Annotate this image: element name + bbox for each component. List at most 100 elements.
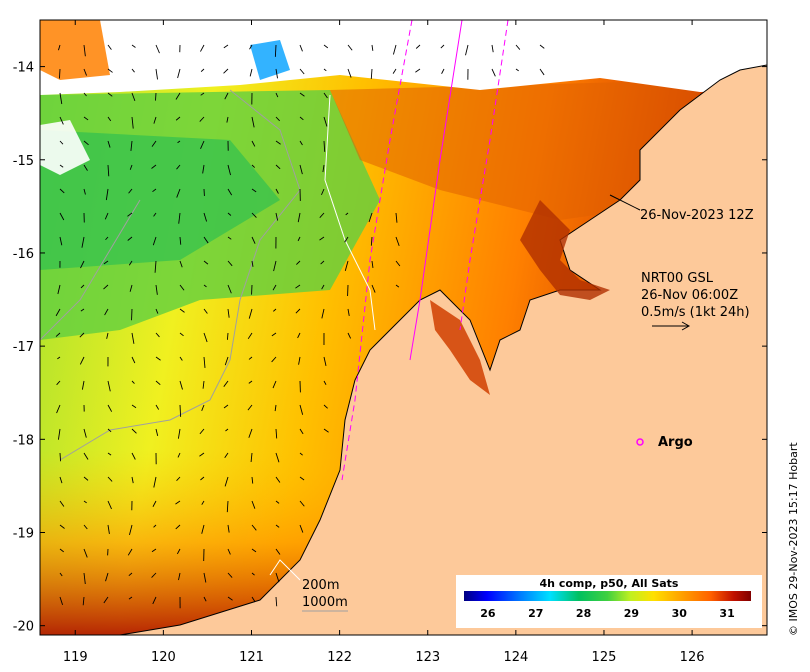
current-vector <box>131 44 136 48</box>
current-vector <box>249 68 253 77</box>
current-vector <box>347 332 352 339</box>
current-vector <box>227 260 233 267</box>
current-vector <box>176 188 181 198</box>
current-vector <box>151 548 157 553</box>
current-vector <box>127 236 133 241</box>
current-vector <box>225 428 229 432</box>
current-vector <box>323 68 327 72</box>
current-vector <box>59 572 63 577</box>
current-vector <box>175 524 181 530</box>
current-vector <box>59 476 63 484</box>
current-vector <box>224 92 229 100</box>
current-vector <box>59 548 64 553</box>
current-vector <box>130 140 133 151</box>
current-vector <box>83 92 87 97</box>
current-vector <box>155 284 158 295</box>
current-vector <box>81 236 85 248</box>
current-vector <box>251 188 257 193</box>
current-vector <box>275 476 281 483</box>
current-vector <box>155 356 161 361</box>
current-vector <box>371 284 376 293</box>
cool-water-core <box>40 130 280 270</box>
current-vector <box>203 356 206 368</box>
lat-tick-label: -17 <box>13 340 34 355</box>
current-vector <box>128 188 133 194</box>
lat-tick-label: -19 <box>13 527 34 542</box>
current-vector <box>107 116 112 122</box>
current-vector <box>203 284 207 288</box>
current-vector <box>155 68 158 80</box>
current-vector <box>203 308 208 314</box>
current-vector <box>223 44 229 49</box>
current-vector <box>251 572 255 576</box>
current-vector <box>275 524 280 528</box>
current-vector <box>227 572 233 578</box>
current-vector <box>179 380 183 390</box>
current-vector <box>203 332 208 343</box>
current-vector <box>296 260 301 265</box>
current-vector <box>152 188 157 193</box>
current-vector <box>131 380 135 384</box>
current-vector <box>299 140 303 146</box>
current-vector <box>129 284 133 292</box>
current-vector <box>200 476 205 481</box>
credit-label: © IMOS 29-Nov-2023 15:17 Hobart <box>787 442 800 636</box>
current-vector <box>275 548 281 555</box>
current-vector <box>415 44 421 49</box>
current-vector <box>299 524 304 533</box>
current-vector <box>415 68 421 73</box>
current-vector <box>155 380 161 386</box>
current-vector <box>107 92 113 97</box>
current-vector <box>251 500 256 509</box>
current-vector <box>248 356 253 360</box>
current-vector <box>151 572 157 578</box>
argo-float-marker <box>636 438 644 446</box>
current-vector <box>153 476 157 488</box>
current-vector <box>202 380 205 389</box>
current-vector <box>83 476 89 481</box>
current-vector <box>59 68 61 79</box>
current-vector <box>179 284 185 291</box>
lat-tick-label: -14 <box>13 61 34 76</box>
current-vector <box>203 212 208 222</box>
current-vector <box>227 548 231 555</box>
current-vector <box>319 212 325 218</box>
colorbar-tick-label: 26 <box>480 607 496 620</box>
current-vector <box>59 140 64 145</box>
current-vector <box>275 500 280 504</box>
isobath-200m <box>324 94 376 331</box>
current-vector <box>539 44 545 49</box>
current-vector <box>227 308 230 318</box>
current-vector <box>155 92 157 101</box>
current-vector <box>224 476 229 487</box>
current-vector <box>227 212 232 216</box>
current-vector <box>344 260 349 271</box>
current-vector <box>299 404 304 415</box>
current-vector <box>297 212 301 223</box>
current-vector <box>440 44 445 49</box>
current-vector <box>83 548 88 558</box>
current-vector <box>299 68 305 75</box>
current-vector <box>320 260 325 265</box>
current-vector <box>201 404 205 412</box>
current-vector <box>321 308 325 319</box>
current-vector <box>104 212 109 220</box>
current-vector <box>155 44 160 54</box>
current-vector <box>251 140 256 147</box>
current-vector <box>321 188 325 196</box>
current-vector <box>323 380 327 385</box>
current-vector <box>179 332 184 337</box>
current-vector <box>59 212 65 221</box>
current-vector <box>224 356 229 366</box>
current-vector <box>178 572 181 581</box>
current-vector <box>370 68 373 79</box>
current-vector <box>227 188 233 196</box>
current-vector <box>275 188 279 194</box>
current-vector <box>392 68 397 74</box>
current-vector <box>299 44 303 52</box>
current-vector <box>151 140 157 147</box>
isobath-1000m-west <box>40 199 141 341</box>
current-vector <box>319 236 325 241</box>
current-vector <box>271 332 277 337</box>
current-vector <box>251 212 257 218</box>
